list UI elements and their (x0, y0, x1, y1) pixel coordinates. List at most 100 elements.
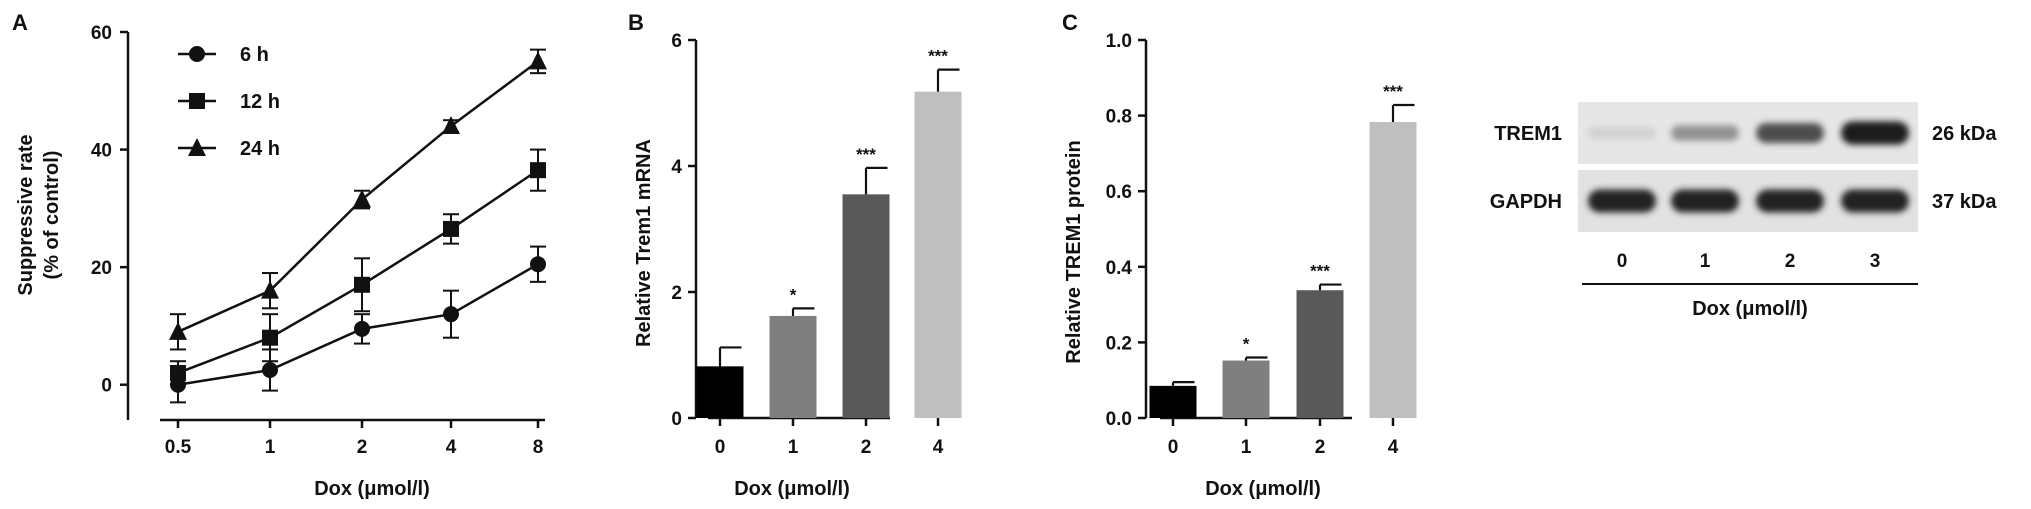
panel-b-bar (842, 194, 890, 418)
panel-b-bars: ******* (696, 47, 962, 418)
panel-a-y-axis-title-line2: (% of control) (41, 151, 63, 280)
panel-c-x-tick-label: 4 (1388, 437, 1399, 458)
panel-a-x-tick-label: 1 (265, 437, 276, 458)
panel-letter-b: B (628, 10, 644, 35)
panel-b-bar (769, 315, 817, 418)
panel-letter-c: C (1062, 10, 1078, 35)
panel-c-x-tick-label: 1 (1241, 437, 1252, 458)
panel-a-y-tick-label: 20 (91, 258, 112, 279)
panel-b-x-tick-label: 4 (933, 437, 944, 458)
western-blot: TREM1 GAPDH 26 kDa 37 kDa 0 1 2 3 Dox (μ… (1490, 102, 1997, 320)
panel-b-y-tick-label: 4 (671, 157, 682, 178)
panel-a-data-point (443, 306, 459, 323)
panel-c-y-tick-label: 0.2 (1106, 333, 1132, 354)
panel-c-y-tick-label: 1.0 (1106, 31, 1132, 52)
panel-b-y-tick-label: 6 (671, 31, 682, 52)
panel-b-y-tick-label: 0 (671, 409, 682, 430)
panel-a-data-point (529, 51, 547, 70)
blot-lane-label-2: 2 (1785, 251, 1796, 272)
panel-a-x-tick-label: 0.5 (165, 437, 192, 458)
panel-a-data-point (442, 116, 460, 135)
panel-a-y-axis-title-line1: Suppressive rate (15, 134, 37, 295)
panel-c-x-tick-label: 0 (1168, 437, 1179, 458)
panel-c-y-tick-label: 0.4 (1106, 258, 1133, 279)
panel-a-data-point (170, 364, 186, 381)
panel-b-x-tick-label: 0 (715, 437, 726, 458)
blot-lane-label-1: 1 (1700, 251, 1711, 272)
blot-band (1756, 122, 1824, 144)
blot-band (1756, 189, 1824, 213)
panel-a-data-point (262, 362, 278, 379)
panel-c-y-tick-label: 0.0 (1106, 409, 1132, 430)
panel-c-bar (1222, 360, 1270, 418)
panel-a-y-tick-label: 60 (91, 23, 112, 44)
panel-b-significance-label: * (790, 285, 797, 304)
panel-b-significance-label: *** (928, 47, 948, 66)
blot-lane-label-3: 3 (1870, 251, 1881, 272)
panel-c-x-axis-title: Dox (μmol/l) (1205, 478, 1321, 500)
panel-a-data-point (354, 276, 370, 293)
panel-a-data-point (353, 189, 371, 208)
blot-band (1671, 125, 1739, 141)
panel-a-data-point (262, 329, 278, 346)
panel-c-y-axis-title: Relative TREM1 protein (1063, 140, 1085, 363)
blot-size-label-37kda: 37 kDa (1932, 191, 1997, 213)
panel-a-x-tick-label: 2 (357, 437, 368, 458)
panel-b-x-tick-label: 2 (861, 437, 872, 458)
blot-x-axis-title: Dox (μmol/l) (1692, 298, 1808, 320)
panel-c-bar (1149, 385, 1197, 418)
legend-marker-square (189, 93, 205, 109)
panel-b-x-axis-title: Dox (μmol/l) (734, 478, 850, 500)
panel-a-data-point (443, 220, 459, 237)
blot-row-label-gapdh: GAPDH (1490, 191, 1562, 213)
panel-a-data-point (169, 321, 187, 340)
panel-c-y-tick-label: 0.8 (1106, 107, 1132, 128)
blot-lane-label-0: 0 (1617, 251, 1628, 272)
panel-a-data-point (530, 256, 546, 273)
panel-a-x-tick-label: 4 (446, 437, 457, 458)
legend-label: 6 h (240, 44, 269, 66)
panel-b-axes: 0 2 4 6 0 1 2 4 (671, 31, 943, 458)
panel-b-bar (914, 91, 962, 418)
panel-a-y-tick-label: 40 (91, 141, 112, 162)
panel-a-data-point (354, 320, 370, 337)
blot-band (1671, 189, 1739, 213)
panel-a-data-point (530, 162, 546, 179)
panel-c-bars: ******* (1149, 82, 1417, 418)
panel-c-significance-label: *** (1310, 262, 1330, 281)
panel-a-x-tick-label: 8 (533, 437, 544, 458)
blot-band (1588, 189, 1656, 213)
panel-letter-a: A (12, 10, 28, 35)
panel-c-bar-chart: 0.00.20.40.60.81.00 1 2 4 ******* Dox (μmol… (1063, 31, 1417, 500)
panel-a-series (169, 48, 547, 404)
panel-c-significance-label: *** (1383, 82, 1403, 101)
panel-a-y-tick-label: 0 (101, 376, 112, 397)
legend-marker-triangle (188, 138, 206, 156)
panel-b-y-tick-label: 2 (671, 283, 682, 304)
panel-c-significance-label: * (1243, 335, 1250, 354)
panel-c-y-tick-label: 0.6 (1106, 182, 1132, 203)
panel-a-legend: 6 h 12 h 24 h (178, 44, 280, 160)
blot-band (1841, 189, 1909, 213)
panel-c-x-tick-label: 2 (1315, 437, 1326, 458)
panel-a-x-axis-title: Dox (μmol/l) (314, 478, 430, 500)
panel-a-axes: 0 20 40 60 0.5 1 2 4 8 (91, 23, 545, 458)
blot-band (1588, 127, 1656, 139)
blot-size-label-26kda: 26 kDa (1932, 123, 1997, 145)
panel-b-y-axis-title: Relative Trem1 mRNA (633, 139, 655, 347)
legend-marker-circle (189, 46, 205, 62)
blot-bands (1588, 121, 1909, 213)
panel-b-significance-label: *** (856, 145, 876, 164)
panel-a-data-point (261, 280, 279, 299)
legend-label: 24 h (240, 138, 280, 160)
panel-b-x-tick-label: 1 (788, 437, 799, 458)
legend-label: 12 h (240, 91, 280, 113)
panel-c-bar (1296, 290, 1344, 418)
blot-row-label-trem1: TREM1 (1494, 123, 1562, 145)
blot-band (1841, 121, 1909, 145)
panel-c-bar (1369, 122, 1417, 418)
panel-b-bar (696, 366, 744, 418)
